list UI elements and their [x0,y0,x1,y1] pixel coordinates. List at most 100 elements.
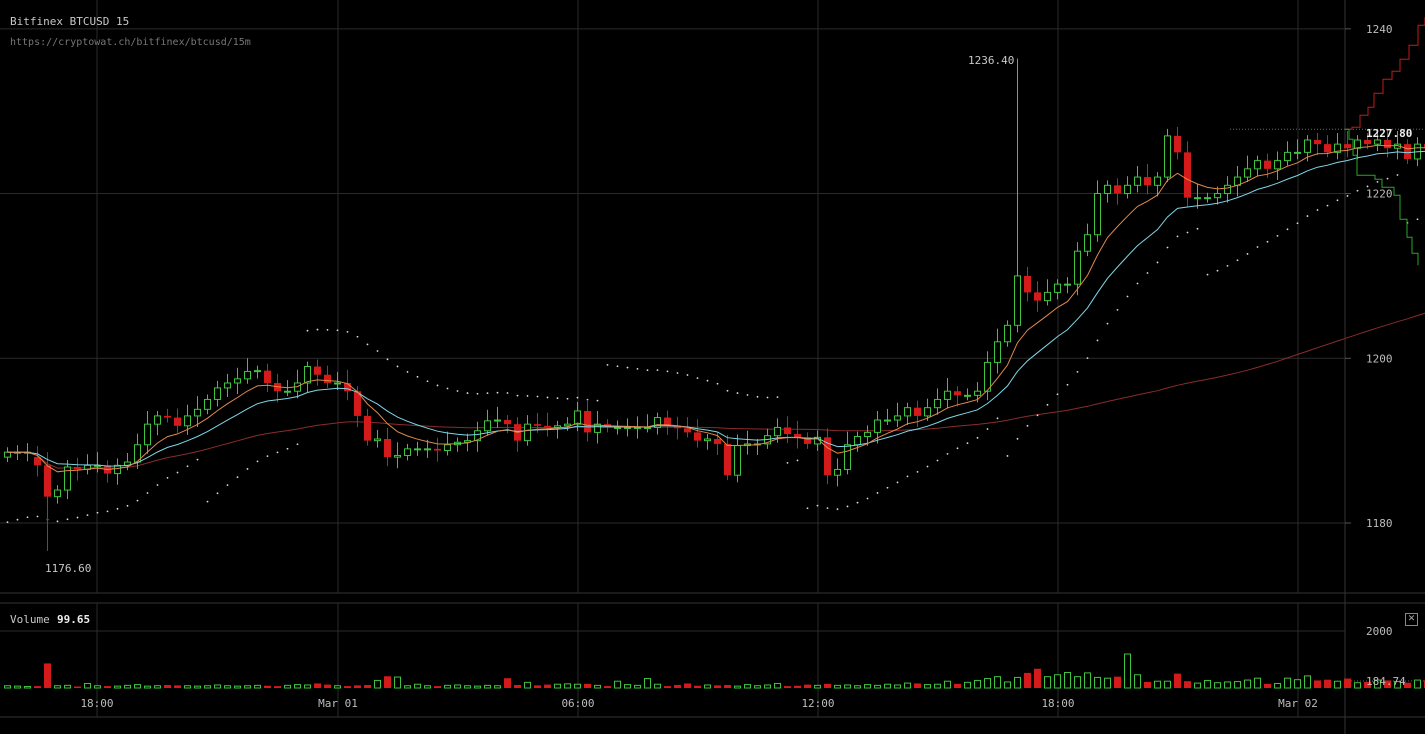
ask-depth-line [1345,17,1425,130]
psar-dot [486,392,489,395]
candle-body [284,390,291,393]
candle-body [1084,234,1091,252]
volume-bar [1414,679,1421,689]
candle-body [354,391,361,416]
volume-bar [1184,681,1191,688]
volume-bar [1094,676,1101,689]
parabolic-sar-dots [6,174,1419,524]
volume-bar [904,682,911,689]
candle [554,420,561,439]
candle-body [974,390,981,396]
psar-dot [226,484,229,487]
candle-body [1024,275,1031,293]
volume-bar [144,685,151,689]
psar-dot [386,358,389,361]
volume-bar [1334,680,1341,689]
candle [1234,165,1241,197]
candle-body [1054,283,1061,293]
psar-dot [776,396,779,399]
candle [1154,172,1161,197]
candle [1224,176,1231,203]
volume-bar [404,685,411,689]
candle [244,358,251,384]
psar-dot [96,511,99,514]
candle-body [774,426,781,437]
volume-bar [454,684,461,689]
candle [94,452,101,473]
candle [224,373,231,397]
candle [1094,180,1101,242]
psar-dot [716,382,719,385]
candle [214,380,221,407]
volume-bar [204,685,211,689]
candle [364,408,371,446]
psar-dot [966,442,969,445]
volume-bar [294,684,301,689]
candle [634,416,641,439]
psar-dot [836,508,839,511]
candle [234,367,241,395]
psar-dot [676,372,679,374]
volume-bar [1154,680,1161,689]
psar-dot [1136,282,1139,285]
candle [894,402,901,428]
psar-dot [266,455,269,458]
candle-body [1324,144,1331,153]
volume-bar [914,683,921,688]
candle [834,458,841,487]
psar-dot [1326,204,1329,207]
candle [1064,277,1071,294]
candle-body [864,431,871,438]
candle [914,400,921,428]
volume-bar [1024,672,1031,688]
candle [1404,139,1411,164]
candle-body [144,423,151,446]
x-tick-label: 06:00 [561,697,594,710]
psar-dot [146,492,149,494]
candle-body [324,374,331,383]
psar-dot [846,505,849,508]
psar-dot [816,504,819,507]
candle [1014,58,1021,333]
volume-bar [354,685,361,688]
psar-dot [996,417,999,420]
candle [744,430,751,455]
candle [324,365,331,388]
volume-bar [724,684,731,688]
candle-body [1264,160,1271,169]
candle [74,457,81,481]
candle-body [1014,275,1021,326]
candle [944,378,951,409]
candle [404,443,411,461]
volume-bar [834,684,841,689]
candle-body [154,415,161,425]
candle [654,412,661,435]
candle [114,458,121,485]
psar-dot [1156,261,1159,264]
candle-body [1004,324,1011,343]
candle-body [634,426,641,429]
volume-bar [444,684,451,689]
psar-dot [736,392,739,394]
candle [274,373,281,403]
close-icon[interactable]: ✕ [1405,613,1418,626]
volume-bar [154,685,161,689]
candle [1044,279,1051,306]
candle-body [1304,139,1311,153]
volume-label: Volume [10,613,50,626]
volume-bar [634,684,641,689]
psar-dot [166,476,169,479]
volume-bar [24,685,31,689]
volume-bar [74,686,81,688]
psar-dot [916,470,919,473]
volume-bar [364,684,371,688]
candle [64,459,71,500]
psar-dot [876,492,879,494]
candle [1004,320,1011,347]
candle-body [1294,151,1301,154]
psar-dot [376,350,379,352]
psar-dot [596,399,599,402]
candle [544,412,551,437]
candle [474,421,481,452]
